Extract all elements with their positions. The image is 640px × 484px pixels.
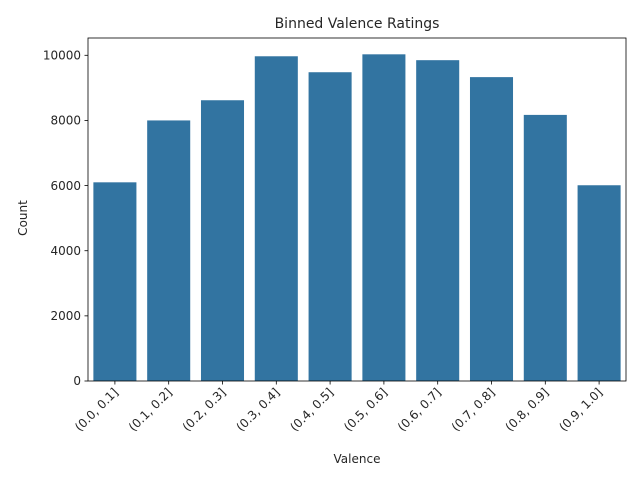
plot-frame (87, 37, 627, 382)
bar (200, 100, 245, 381)
bar (308, 72, 352, 382)
y-axis: 0 2000 4000 6000 8000 10000 (43, 48, 88, 388)
bar (523, 114, 567, 382)
x-tick-label: (0.9, 1.0] (556, 385, 605, 434)
x-tick-label: (0.3, 0.4] (234, 385, 283, 434)
bar (469, 77, 514, 381)
y-axis-label: Count (16, 200, 30, 236)
x-tick-label: (0.7, 0.8] (449, 385, 498, 434)
y-tick-label: 2000 (50, 309, 81, 323)
chart-title: Binned Valence Ratings (275, 16, 440, 32)
bar (416, 60, 460, 382)
bar (254, 56, 298, 381)
x-tick-label: (0.8, 0.9] (503, 385, 552, 434)
y-tick-label: 0 (73, 374, 81, 388)
y-tick-label: 4000 (50, 244, 81, 258)
x-axis-label: Valence (334, 452, 381, 466)
bar (147, 120, 191, 382)
bars-group (93, 54, 621, 382)
x-tick-label: (0.2, 0.3] (180, 385, 229, 434)
bar (577, 185, 621, 381)
bar (362, 54, 406, 382)
y-tick-label: 6000 (50, 179, 81, 193)
bar (93, 182, 137, 381)
x-axis: (0.0, 0.1] (0.1, 0.2] (0.2, 0.3] (0.3, 0.4]… (72, 381, 605, 434)
x-tick-label: (0.6, 0.7] (395, 385, 444, 434)
y-tick-label: 10000 (43, 48, 81, 62)
x-tick-label: (0.1, 0.2] (126, 385, 175, 434)
x-tick-label: (0.0, 0.1] (72, 385, 121, 434)
y-tick-label: 8000 (50, 114, 81, 128)
x-tick-label: (0.4, 0.5] (287, 385, 336, 434)
x-tick-label: (0.5, 0.6] (341, 385, 390, 434)
